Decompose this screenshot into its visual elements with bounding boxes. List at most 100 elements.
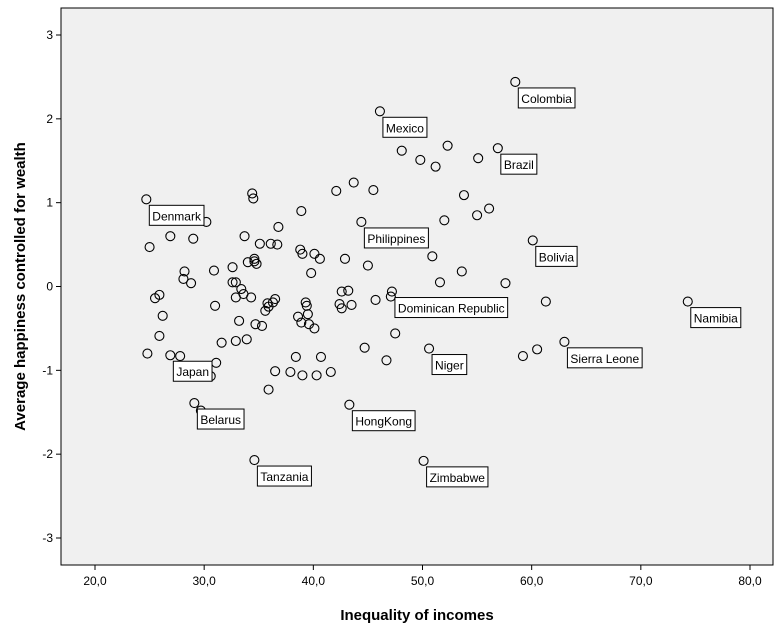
point-label-text: Niger (435, 359, 464, 373)
point-label-box (431, 354, 468, 376)
point-label-box (566, 347, 643, 369)
data-point (188, 233, 199, 244)
data-point (415, 154, 426, 165)
y-tick-label: 1 (46, 196, 53, 210)
point-label: Tanzania (256, 465, 312, 487)
data-point (210, 300, 221, 311)
data-point (427, 251, 438, 262)
data-point (472, 210, 483, 221)
x-tick-label: 40,0 (302, 574, 326, 588)
data-point (241, 334, 252, 345)
point-label-text: Denmark (152, 209, 202, 223)
data-point (356, 216, 367, 227)
y-axis-title: Average happiness controlled for wealth (12, 142, 29, 431)
data-point (272, 239, 283, 250)
data-point (418, 455, 429, 466)
x-tick-label: 30,0 (192, 574, 216, 588)
data-point (311, 370, 322, 381)
x-tick-label: 60,0 (520, 574, 544, 588)
data-point (532, 344, 543, 355)
data-point (249, 253, 260, 264)
data-point (249, 256, 260, 267)
data-point (227, 277, 238, 288)
y-tick-label: -2 (42, 447, 53, 461)
data-point (315, 351, 327, 362)
point-label-text: Dominican Republic (398, 302, 505, 316)
data-point (381, 355, 392, 366)
data-point (456, 266, 467, 277)
data-point (263, 384, 274, 395)
data-point (154, 289, 165, 300)
data-point (179, 266, 190, 277)
data-point (302, 309, 313, 320)
data-point (247, 188, 258, 199)
point-label-text: Tanzania (260, 470, 308, 484)
data-point (510, 76, 521, 87)
data-point (386, 286, 397, 297)
point-label-box (363, 227, 429, 249)
data-point (430, 161, 441, 172)
point-label: Denmark (148, 204, 205, 226)
data-point (368, 185, 379, 196)
data-point (234, 315, 245, 326)
data-point (325, 366, 336, 378)
data-point (473, 153, 484, 164)
data-point (248, 193, 259, 204)
x-tick-label: 50,0 (411, 574, 435, 588)
data-point (254, 238, 265, 249)
data-point (442, 140, 453, 151)
data-point (346, 299, 357, 310)
data-point (396, 145, 407, 156)
point-label: Sierra Leone (566, 347, 643, 369)
point-label-text: Philippines (367, 232, 425, 246)
data-point (390, 328, 401, 339)
data-point (270, 366, 281, 377)
point-label: Japan (172, 360, 213, 382)
data-point (500, 278, 511, 289)
point-label: Namibia (690, 307, 742, 329)
data-point (270, 294, 281, 305)
data-point (296, 206, 307, 217)
data-point (144, 242, 155, 253)
plot-area (60, 7, 774, 566)
point-label-text: Japan (176, 365, 209, 379)
data-point (236, 283, 247, 295)
data-point (251, 258, 262, 269)
x-tick-label: 80,0 (738, 574, 762, 588)
data-point (423, 343, 435, 354)
data-point (434, 277, 446, 288)
data-point (385, 291, 396, 302)
y-tick-label: -1 (42, 363, 53, 377)
data-point (517, 351, 528, 362)
point-label: Zimbabwe (426, 466, 489, 488)
point-label-text: Sierra Leone (570, 352, 639, 366)
data-point (484, 203, 495, 214)
data-point (267, 297, 278, 308)
data-point (492, 143, 503, 154)
point-label: Colombia (517, 87, 576, 109)
data-point (208, 265, 220, 276)
data-point (265, 238, 276, 249)
data-point (362, 260, 373, 271)
y-tick-label: -3 (42, 531, 53, 545)
data-point (540, 296, 551, 307)
data-point (339, 253, 351, 264)
point-label-box (382, 116, 428, 138)
data-point (559, 336, 570, 347)
x-tick-label: 20,0 (83, 574, 107, 588)
point-label: Dominican Republic (394, 297, 509, 319)
data-point (157, 310, 168, 321)
point-label-box (196, 408, 245, 430)
data-point (344, 399, 355, 410)
data-point (296, 317, 307, 328)
point-label-box (351, 410, 416, 432)
data-point (230, 335, 241, 347)
data-point (331, 185, 342, 196)
data-point (306, 268, 317, 279)
data-point (189, 397, 200, 409)
data-point (154, 330, 165, 342)
data-point (273, 221, 284, 233)
data-point (458, 190, 470, 201)
x-axis-title: Inequality of incomes (340, 607, 493, 624)
point-label-box (394, 297, 509, 319)
